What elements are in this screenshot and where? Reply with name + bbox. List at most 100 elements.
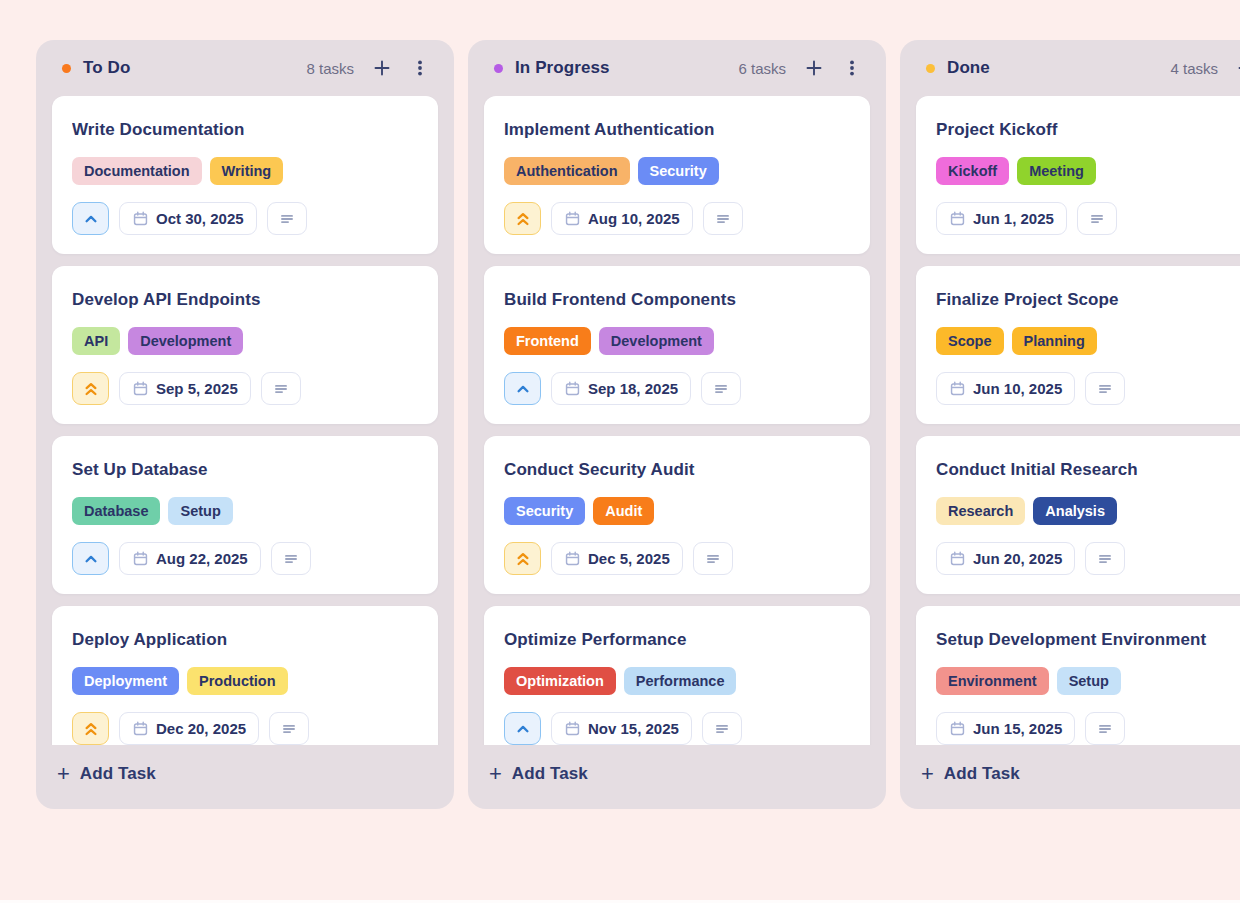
calendar-icon bbox=[949, 550, 966, 567]
due-date-chip[interactable]: Dec 5, 2025 bbox=[551, 542, 683, 575]
task-meta: Aug 10, 2025 bbox=[504, 202, 850, 235]
task-title: Conduct Initial Research bbox=[936, 457, 1240, 483]
description-chip[interactable] bbox=[701, 372, 741, 405]
priority-medium-button[interactable] bbox=[72, 542, 109, 575]
description-chip[interactable] bbox=[271, 542, 311, 575]
priority-high-button[interactable] bbox=[72, 712, 109, 745]
add-task-button[interactable]: + Add Task bbox=[468, 745, 886, 809]
priority-high-button[interactable] bbox=[504, 202, 541, 235]
description-chip[interactable] bbox=[1085, 542, 1125, 575]
tag: Deployment bbox=[72, 667, 179, 695]
add-card-button[interactable] bbox=[1234, 56, 1240, 80]
priority-medium-button[interactable] bbox=[504, 712, 541, 745]
plus-icon: + bbox=[921, 763, 934, 785]
chevron-up-icon bbox=[513, 719, 533, 739]
priority-medium-button[interactable] bbox=[72, 202, 109, 235]
task-card[interactable]: Project Kickoff Kickoff Meeting Jun 1, 20… bbox=[916, 96, 1240, 254]
description-chip[interactable] bbox=[261, 372, 301, 405]
task-card[interactable]: Finalize Project Scope ScopePlanning Jun… bbox=[916, 266, 1240, 424]
task-card[interactable]: Setup Development Environment Environmen… bbox=[916, 606, 1240, 745]
tag: Security bbox=[638, 157, 719, 185]
add-task-label: Add Task bbox=[80, 764, 156, 784]
plus-icon bbox=[804, 58, 824, 78]
description-chip[interactable] bbox=[267, 202, 307, 235]
kebab-menu-button[interactable] bbox=[840, 56, 864, 80]
description-chip[interactable] bbox=[702, 712, 742, 745]
due-date-chip[interactable]: Oct 30, 2025 bbox=[119, 202, 257, 235]
chevron-up-icon bbox=[513, 379, 533, 399]
priority-medium-button[interactable] bbox=[504, 372, 541, 405]
calendar-icon bbox=[564, 720, 581, 737]
due-date-chip[interactable]: Aug 10, 2025 bbox=[551, 202, 693, 235]
card-list: Project Kickoff Kickoff Meeting Jun 1, 20… bbox=[900, 96, 1240, 745]
task-card[interactable]: Build Frontend Components FrontendDevelo… bbox=[484, 266, 870, 424]
align-left-icon bbox=[278, 210, 296, 228]
tag: API bbox=[72, 327, 120, 355]
column-done: Done 4 tasks Project Kickoff Kickoff Meet… bbox=[900, 40, 1240, 809]
chevron-up-icon bbox=[81, 549, 101, 569]
description-chip[interactable] bbox=[1085, 372, 1125, 405]
tag-list: FrontendDevelopment bbox=[504, 327, 850, 355]
priority-high-button[interactable] bbox=[504, 542, 541, 575]
due-date-chip[interactable]: Aug 22, 2025 bbox=[119, 542, 261, 575]
calendar-icon bbox=[132, 550, 149, 567]
description-chip[interactable] bbox=[1085, 712, 1125, 745]
due-date-chip[interactable]: Jun 10, 2025 bbox=[936, 372, 1075, 405]
calendar-icon bbox=[564, 210, 581, 227]
add-task-button[interactable]: + Add Task bbox=[36, 745, 454, 809]
due-date-chip[interactable]: Jun 1, 2025 bbox=[936, 202, 1067, 235]
tag: Meeting bbox=[1017, 157, 1096, 185]
plus-icon: + bbox=[57, 763, 70, 785]
tag: Production bbox=[187, 667, 288, 695]
due-date-label: Oct 30, 2025 bbox=[156, 210, 244, 227]
due-date-chip[interactable]: Dec 20, 2025 bbox=[119, 712, 259, 745]
align-left-icon bbox=[1096, 720, 1114, 738]
task-card[interactable]: Implement Authentication AuthenticationS… bbox=[484, 96, 870, 254]
task-card[interactable]: Set Up Database DatabaseSetup Aug 22, 20… bbox=[52, 436, 438, 594]
task-meta: Nov 15, 2025 bbox=[504, 712, 850, 745]
add-task-button[interactable]: + Add Task bbox=[900, 745, 1240, 809]
double-chevron-up-icon bbox=[513, 209, 533, 229]
description-chip[interactable] bbox=[1077, 202, 1117, 235]
tag-list: OptimizationPerformance bbox=[504, 667, 850, 695]
task-card[interactable]: Develop API Endpoints APIDevelopment Sep… bbox=[52, 266, 438, 424]
kebab-menu-button[interactable] bbox=[408, 56, 432, 80]
add-card-button[interactable] bbox=[370, 56, 394, 80]
column-title: In Progress bbox=[515, 58, 610, 78]
column-header: Done 4 tasks bbox=[900, 40, 1240, 96]
tag: Authentication bbox=[504, 157, 630, 185]
tag: Performance bbox=[624, 667, 737, 695]
due-date-label: Jun 1, 2025 bbox=[973, 210, 1054, 227]
tag: Planning bbox=[1012, 327, 1097, 355]
task-title: Project Kickoff bbox=[936, 117, 1240, 143]
due-date-chip[interactable]: Nov 15, 2025 bbox=[551, 712, 692, 745]
task-card[interactable]: Deploy Application DeploymentProduction … bbox=[52, 606, 438, 745]
task-card[interactable]: Optimize Performance OptimizationPerform… bbox=[484, 606, 870, 745]
tag: Environment bbox=[936, 667, 1049, 695]
description-chip[interactable] bbox=[693, 542, 733, 575]
due-date-chip[interactable]: Sep 5, 2025 bbox=[119, 372, 251, 405]
task-card[interactable]: Conduct Security Audit SecurityAudit Dec… bbox=[484, 436, 870, 594]
calendar-icon bbox=[564, 550, 581, 567]
tag: Research bbox=[936, 497, 1025, 525]
column-task-count: 8 tasks bbox=[306, 60, 354, 77]
due-date-chip[interactable]: Jun 20, 2025 bbox=[936, 542, 1075, 575]
column-task-count: 6 tasks bbox=[738, 60, 786, 77]
task-meta: Oct 30, 2025 bbox=[72, 202, 418, 235]
due-date-chip[interactable]: Jun 15, 2025 bbox=[936, 712, 1075, 745]
description-chip[interactable] bbox=[269, 712, 309, 745]
tag-list: Kickoff Meeting bbox=[936, 157, 1240, 185]
card-list: Write Documentation DocumentationWriting… bbox=[36, 96, 454, 745]
task-card[interactable]: Write Documentation DocumentationWriting… bbox=[52, 96, 438, 254]
task-meta: Jun 1, 2025 bbox=[936, 202, 1240, 235]
task-card[interactable]: Conduct Initial Research ResearchAnalysi… bbox=[916, 436, 1240, 594]
tag: Database bbox=[72, 497, 160, 525]
tag: Documentation bbox=[72, 157, 202, 185]
priority-high-button[interactable] bbox=[72, 372, 109, 405]
add-card-button[interactable] bbox=[802, 56, 826, 80]
calendar-icon bbox=[132, 720, 149, 737]
description-chip[interactable] bbox=[703, 202, 743, 235]
due-date-chip[interactable]: Sep 18, 2025 bbox=[551, 372, 691, 405]
chevron-up-icon bbox=[81, 209, 101, 229]
tag: Kickoff bbox=[936, 157, 1009, 185]
